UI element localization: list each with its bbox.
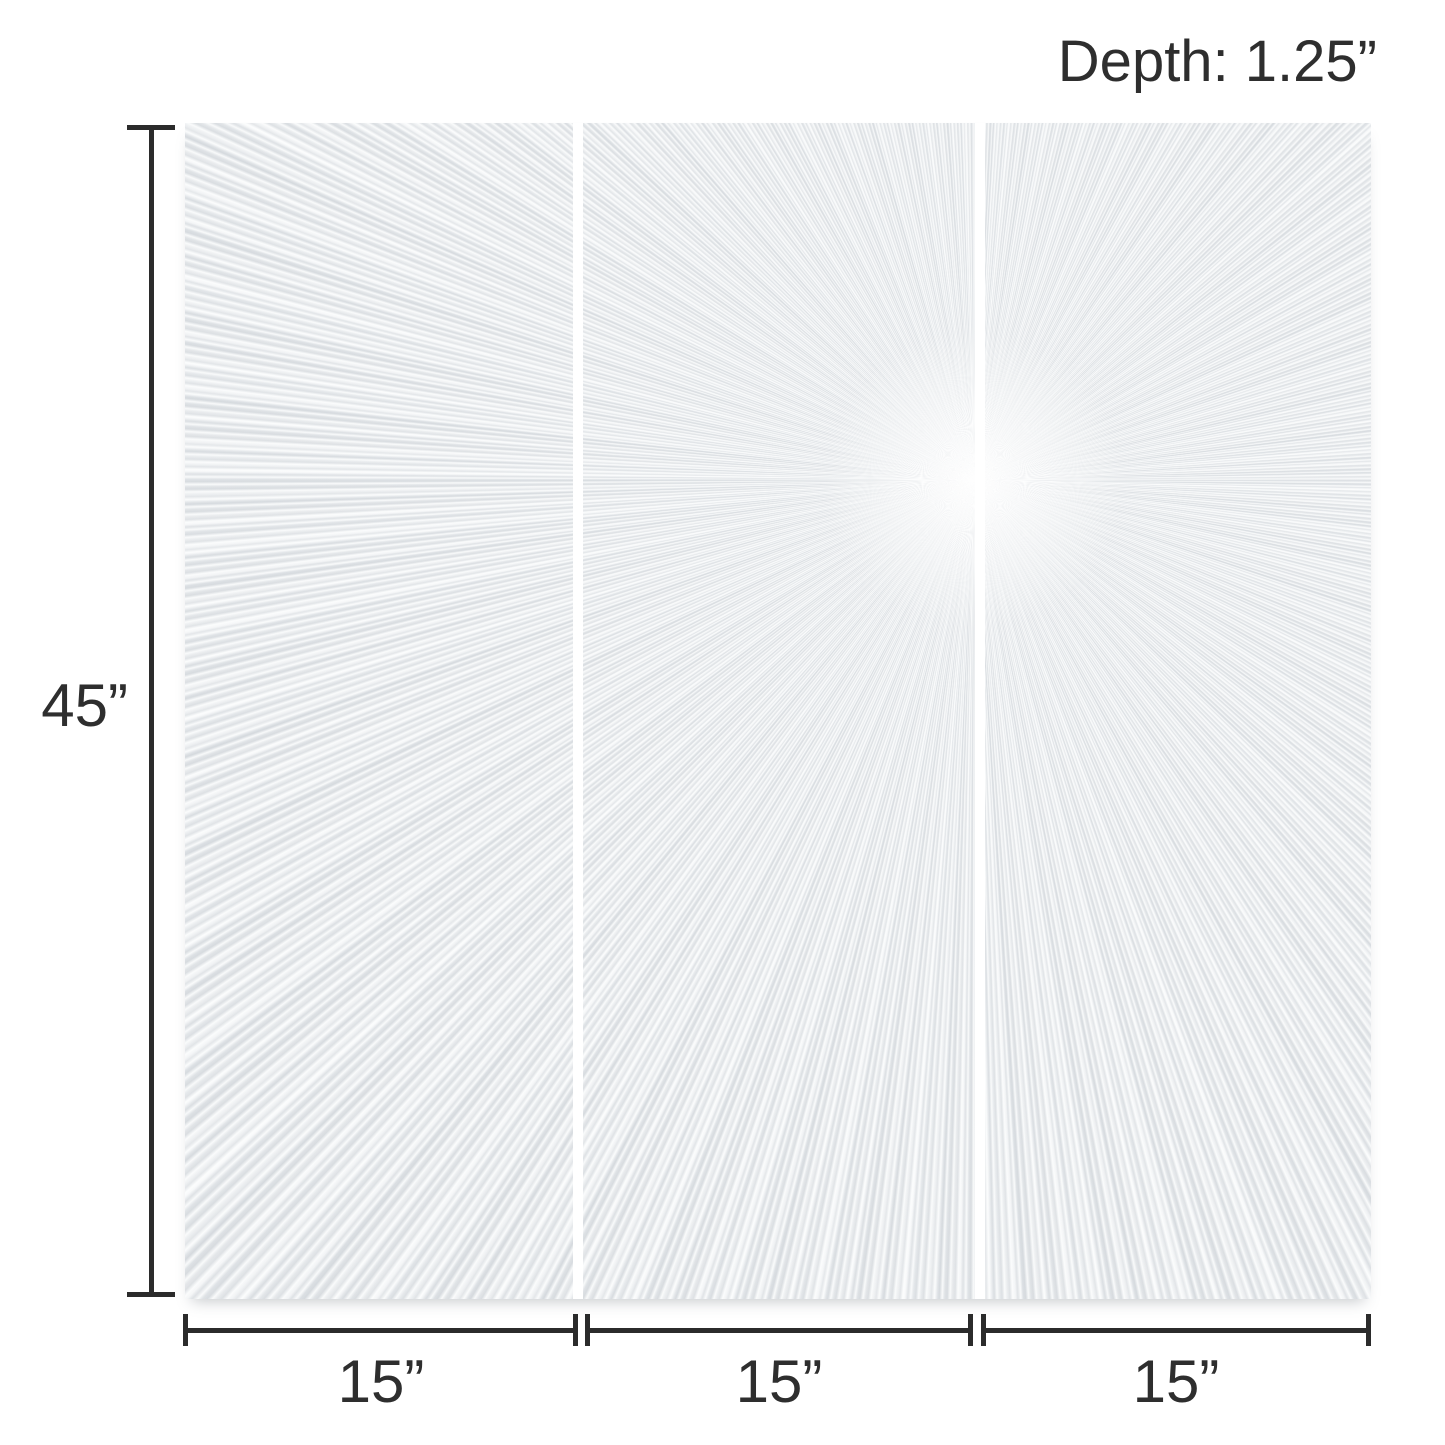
- width-dimension-line-left: [183, 1314, 578, 1346]
- dimension-line-vertical: [148, 125, 154, 1297]
- sunburst-texture: [185, 123, 573, 1299]
- width-dimension-label-left: 15”: [337, 1348, 425, 1415]
- dimension-line-horizontal: [981, 1327, 1371, 1333]
- height-dimension-label: 45”: [41, 672, 128, 739]
- height-dimension-line: [127, 125, 175, 1297]
- width-dimension-line-middle: [585, 1314, 973, 1346]
- dimension-end-cap-right: [968, 1314, 973, 1346]
- dimension-end-cap-bottom: [127, 1292, 175, 1297]
- dimension-end-cap-right: [1366, 1314, 1371, 1346]
- width-dimension-label-middle: 15”: [735, 1348, 823, 1415]
- dimension-end-cap-right: [573, 1314, 578, 1346]
- sunburst-texture: [583, 123, 975, 1299]
- width-dimension-label-right: 15”: [1132, 1348, 1220, 1415]
- art-panel-left: [185, 123, 573, 1299]
- art-panel-right: [985, 123, 1371, 1299]
- depth-dimension-label: Depth: 1.25”: [1057, 29, 1377, 94]
- width-dimension-line-right: [981, 1314, 1371, 1346]
- dimension-line-horizontal: [585, 1327, 973, 1333]
- sunburst-texture: [985, 123, 1371, 1299]
- wall-art-triptych: [185, 123, 1371, 1299]
- dimension-line-horizontal: [183, 1327, 578, 1333]
- art-panel-middle: [583, 123, 975, 1299]
